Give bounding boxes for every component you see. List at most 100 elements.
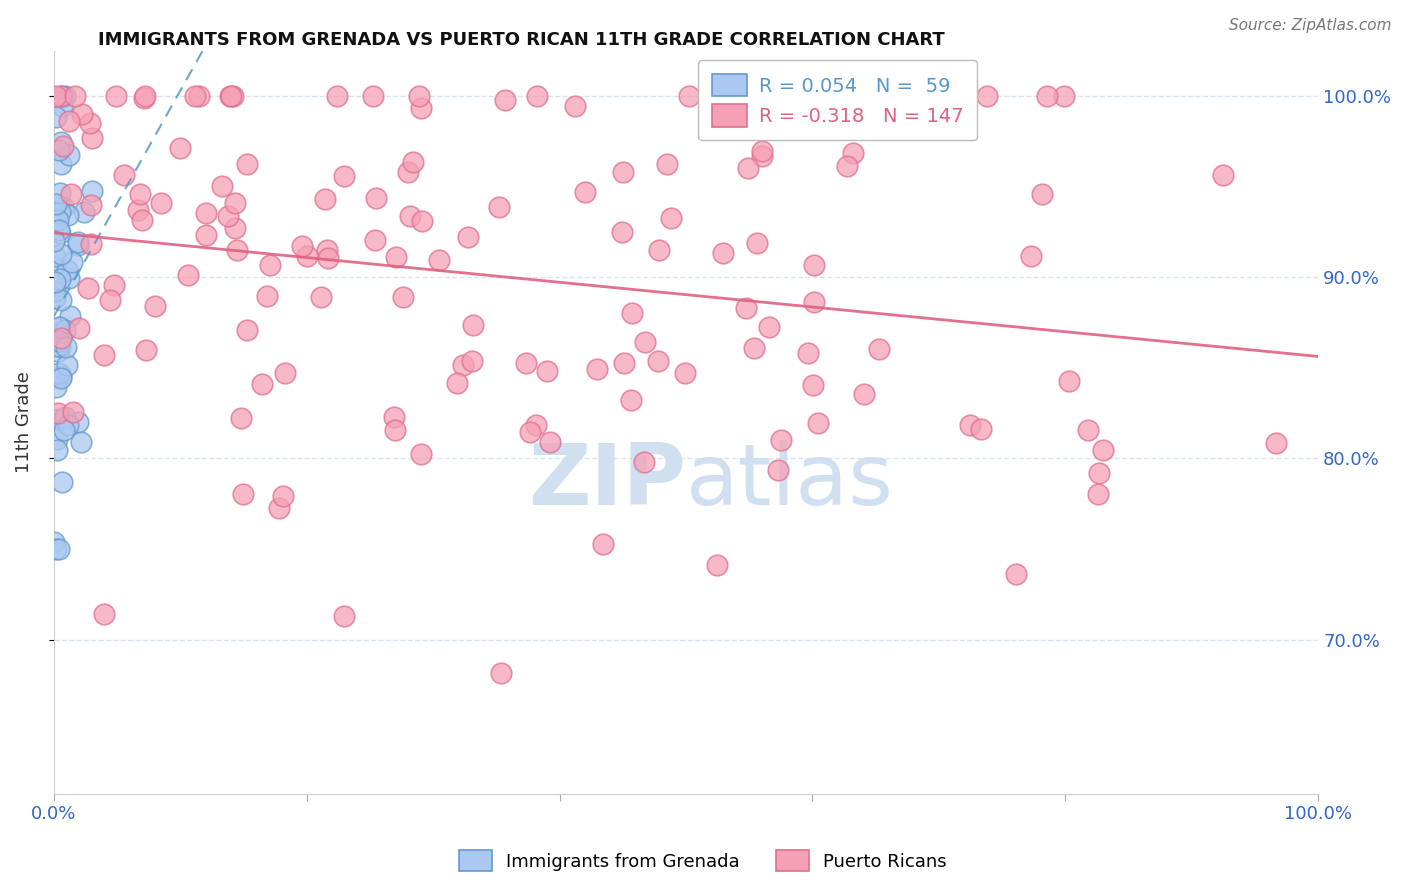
Point [49, 89, 72, 103]
Point [1077, 423, 1099, 437]
Point [647, 354, 669, 368]
Point [45, 110, 67, 124]
Point [384, 423, 406, 437]
Point [735, 301, 758, 316]
Point [633, 455, 655, 469]
Point [48, 320, 70, 334]
Point [211, 178, 233, 193]
Point [53, 409, 76, 424]
Point [751, 149, 773, 163]
Point [332, 169, 354, 184]
Point [1019, 248, 1042, 262]
Point [1005, 567, 1028, 582]
Point [58, 148, 80, 162]
Point [45, 197, 67, 211]
Point [291, 239, 314, 253]
Point [49, 331, 72, 345]
Point [634, 334, 657, 349]
Point [82, 184, 104, 198]
Point [803, 258, 825, 272]
Point [409, 447, 432, 461]
Point [232, 487, 254, 501]
Legend: Immigrants from Grenada, Puerto Ricans: Immigrants from Grenada, Puerto Ricans [453, 843, 953, 879]
Point [134, 89, 156, 103]
Point [1035, 89, 1057, 103]
Point [51, 247, 73, 261]
Point [49, 226, 72, 240]
Point [67, 416, 90, 430]
Point [46, 405, 69, 419]
Point [488, 200, 510, 214]
Point [103, 278, 125, 293]
Point [1057, 375, 1080, 389]
Point [224, 195, 246, 210]
Point [515, 355, 537, 369]
Point [852, 386, 875, 401]
Point [538, 434, 561, 449]
Text: atlas: atlas [686, 440, 894, 523]
Point [79, 116, 101, 130]
Point [51, 371, 73, 385]
Point [256, 289, 278, 303]
Point [613, 356, 636, 370]
Point [44, 235, 66, 249]
Point [737, 161, 759, 175]
Point [385, 250, 408, 264]
Point [56, 418, 79, 433]
Text: Source: ZipAtlas.com: Source: ZipAtlas.com [1229, 18, 1392, 33]
Point [1091, 443, 1114, 458]
Point [194, 206, 217, 220]
Point [1088, 467, 1111, 481]
Point [744, 341, 766, 355]
Point [48, 320, 70, 334]
Point [49, 135, 72, 149]
Point [970, 422, 993, 436]
Point [53, 89, 76, 103]
Point [70, 435, 93, 450]
Point [62, 405, 84, 419]
Point [135, 343, 157, 357]
Point [706, 558, 728, 572]
Point [60, 186, 83, 201]
Point [45, 89, 67, 103]
Point [391, 290, 413, 304]
Point [1053, 89, 1076, 103]
Point [1087, 487, 1109, 501]
Point [427, 253, 450, 268]
Point [100, 293, 122, 308]
Point [51, 89, 73, 103]
Point [519, 425, 541, 440]
Point [794, 89, 817, 103]
Point [48, 143, 70, 157]
Point [610, 225, 633, 239]
Point [314, 192, 336, 206]
Point [56, 262, 79, 277]
Point [408, 89, 430, 103]
Point [585, 362, 607, 376]
Point [67, 321, 90, 335]
Point [51, 475, 73, 490]
Point [134, 91, 156, 105]
Point [53, 423, 76, 437]
Point [574, 185, 596, 199]
Point [399, 209, 422, 223]
Point [112, 169, 135, 183]
Point [46, 442, 69, 457]
Point [745, 235, 768, 250]
Point [326, 89, 349, 103]
Point [52, 139, 75, 153]
Point [56, 208, 79, 222]
Point [73, 205, 96, 219]
Point [67, 237, 90, 252]
Point [49, 293, 72, 307]
Point [661, 211, 683, 225]
Point [217, 209, 239, 223]
Point [184, 89, 207, 103]
Point [250, 377, 273, 392]
Point [461, 318, 484, 332]
Point [225, 243, 247, 257]
Point [235, 323, 257, 337]
Point [51, 99, 73, 113]
Point [222, 89, 245, 103]
Point [536, 363, 558, 377]
